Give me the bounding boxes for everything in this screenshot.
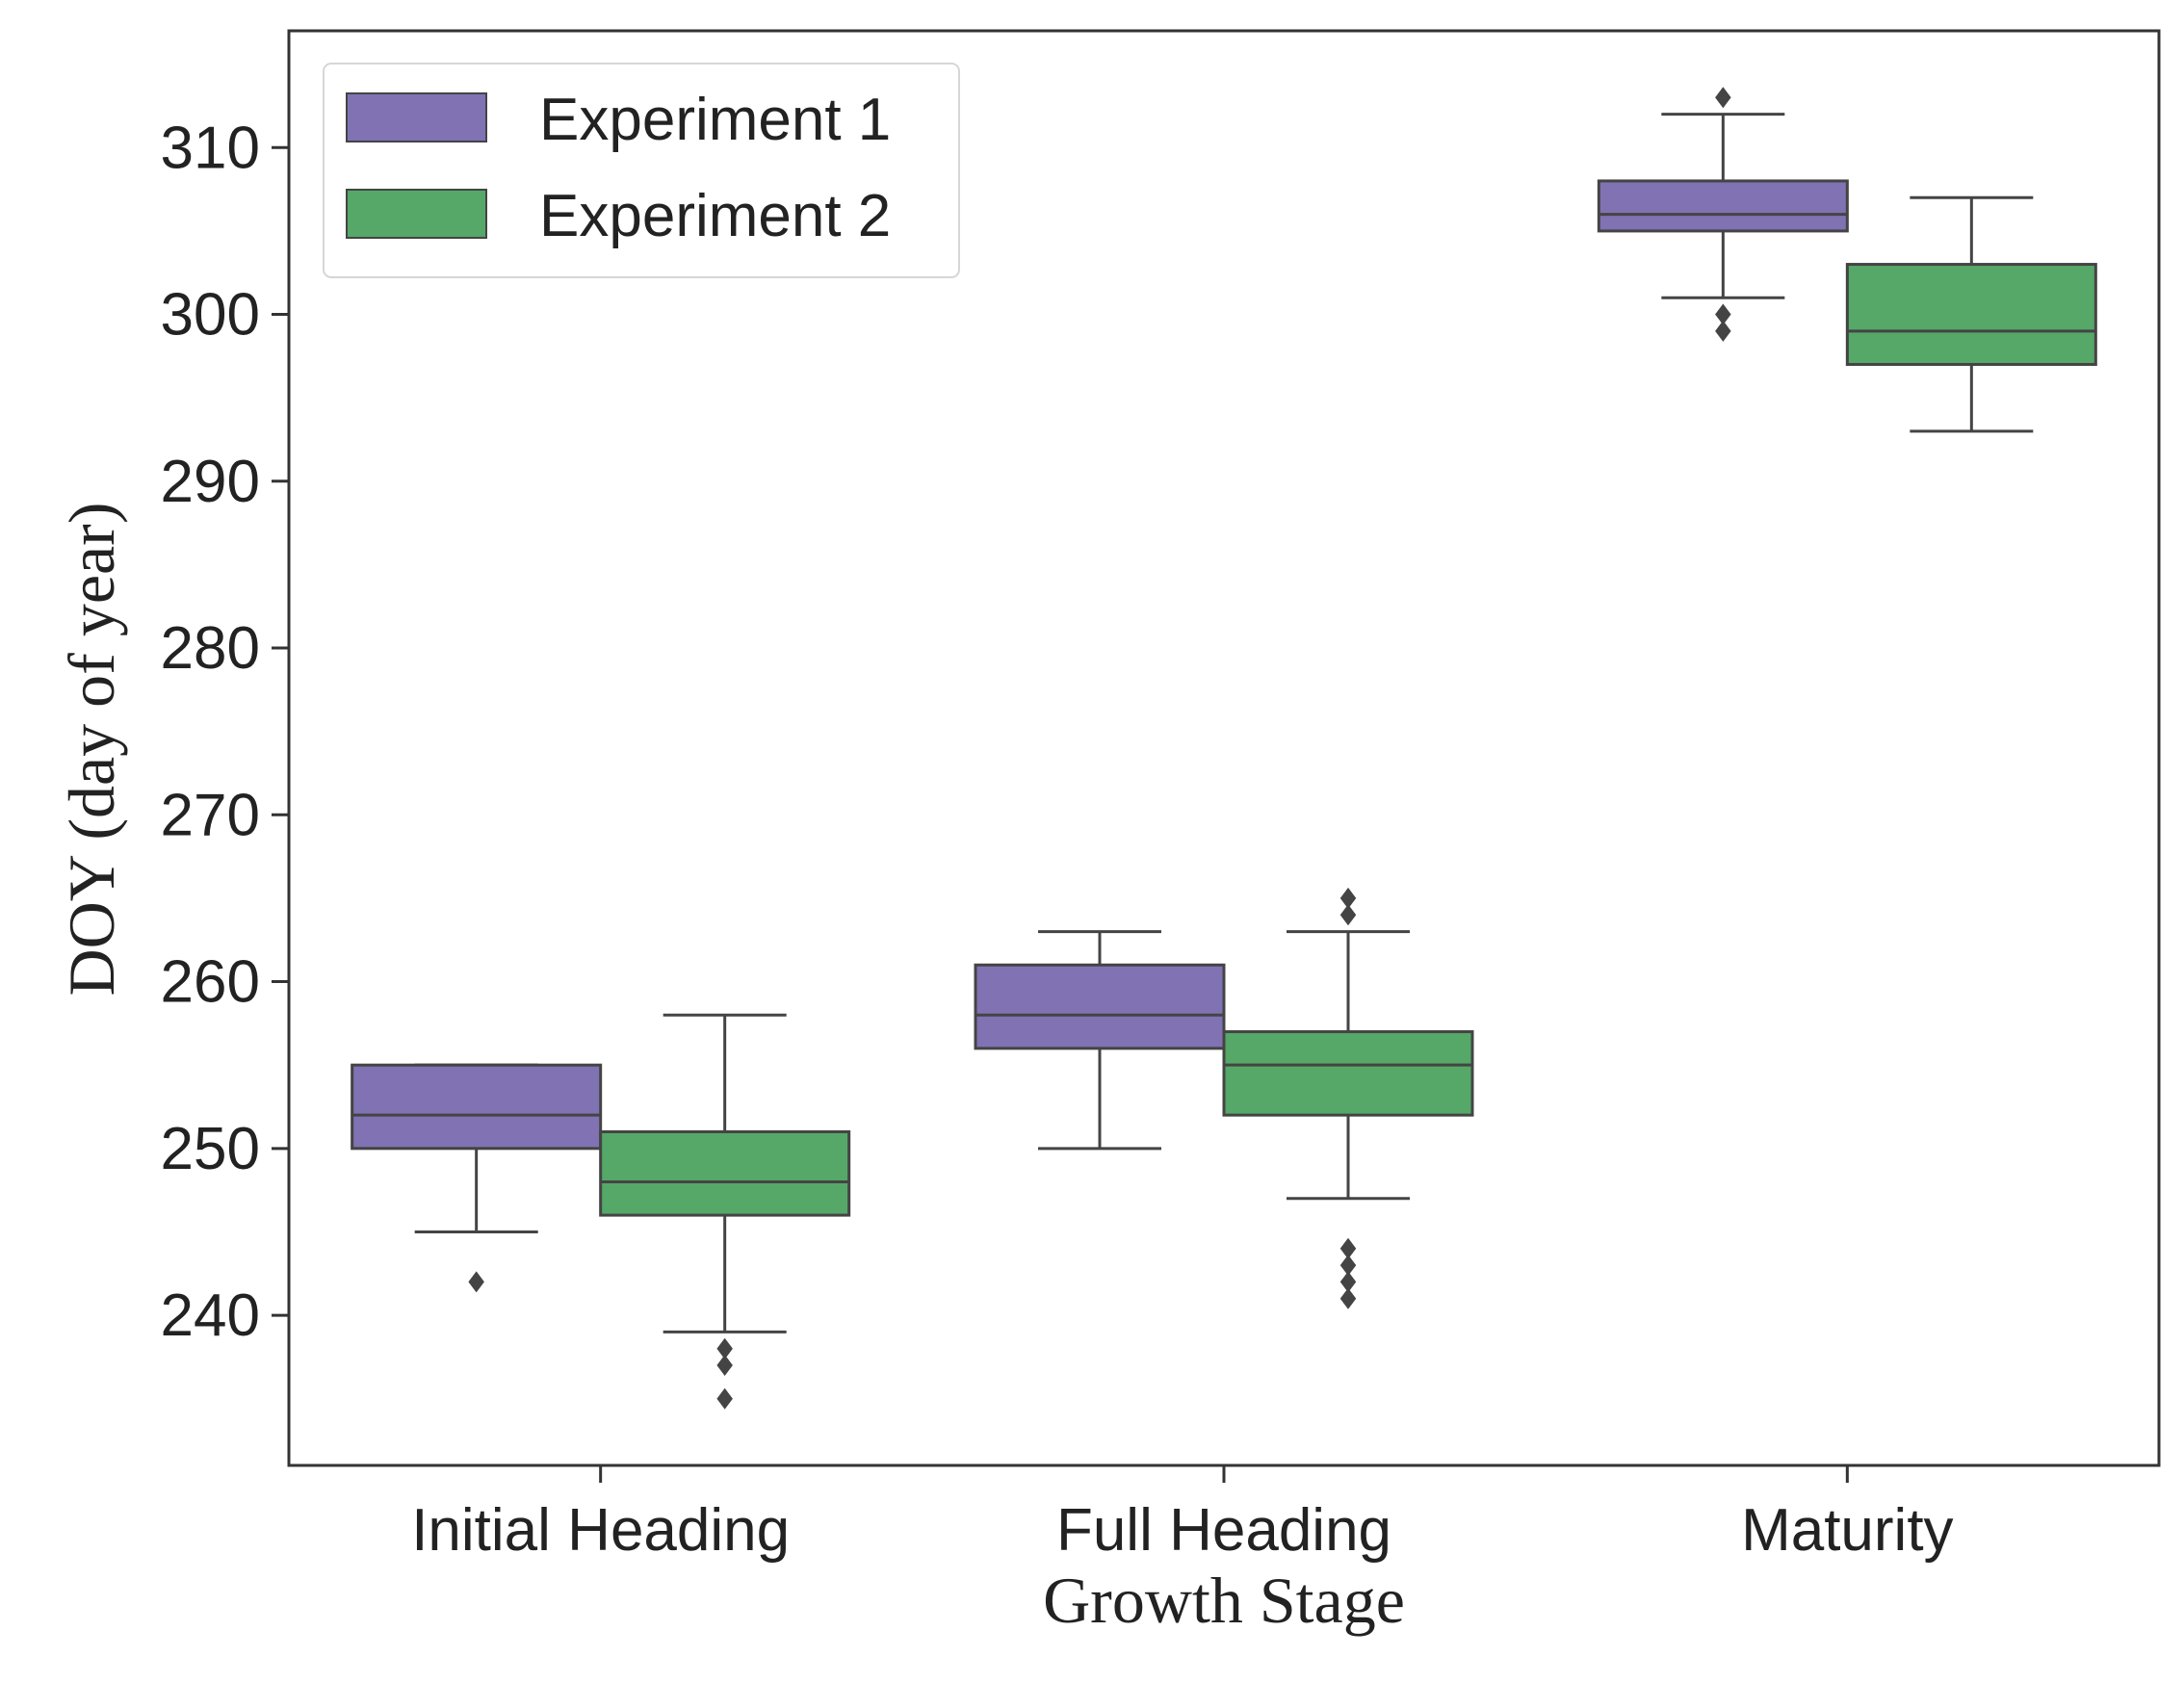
box-iqr [1845, 263, 2097, 367]
outlier-point [1339, 1271, 1357, 1293]
x-axis: Initial Heading Full Heading Maturity [411, 1465, 1954, 1564]
outlier-point [1715, 320, 1731, 342]
x-tick-label: Full Heading [1056, 1497, 1391, 1564]
legend-swatch-experiment-2 [346, 189, 487, 239]
y-tick-label: 300 [161, 282, 260, 349]
outlier-point [1339, 904, 1357, 926]
box-iqr [351, 1063, 603, 1151]
y-axis: 240 250 260 270 280 290 300 310 [161, 115, 289, 1349]
box-experiment-1 [974, 930, 1226, 1151]
y-tick-label: 280 [161, 615, 260, 682]
box-iqr [599, 1129, 851, 1217]
legend-label-experiment-1: Experiment 1 [539, 87, 891, 153]
outlier-point [716, 1355, 733, 1377]
y-tick-label: 270 [161, 782, 260, 848]
box-experiment-1 [1597, 87, 1849, 342]
y-axis-title: DOY (day of year) [55, 503, 128, 997]
legend: Experiment 1 Experiment 2 [323, 63, 960, 278]
box-series [351, 87, 2097, 1410]
box-experiment-2 [1845, 195, 2097, 433]
x-axis-title: Growth Stage [1043, 1564, 1405, 1637]
box-iqr [974, 963, 1226, 1050]
x-tick-label: Initial Heading [411, 1497, 790, 1564]
box-iqr [1222, 1030, 1474, 1117]
box-experiment-1 [351, 1063, 603, 1293]
box-experiment-2 [599, 1013, 851, 1410]
outlier-point [1339, 1287, 1357, 1309]
y-tick-label: 250 [161, 1116, 260, 1182]
y-tick-label: 240 [161, 1282, 260, 1349]
x-tick-label: Maturity [1741, 1497, 1953, 1564]
outlier-point [1715, 87, 1731, 109]
box-experiment-2 [1222, 887, 1474, 1309]
y-tick-label: 290 [161, 449, 260, 515]
outlier-point [1339, 1255, 1357, 1277]
outlier-point [1715, 303, 1731, 325]
box-iqr [1597, 179, 1849, 233]
outlier-point [468, 1271, 484, 1293]
legend-swatch-experiment-1 [346, 92, 487, 142]
y-tick-label: 260 [161, 949, 260, 1016]
outlier-point [716, 1387, 733, 1410]
outlier-point [1339, 887, 1357, 909]
outlier-point [1339, 1237, 1357, 1259]
y-tick-label: 310 [161, 115, 260, 181]
outlier-point [716, 1337, 733, 1359]
legend-label-experiment-2: Experiment 2 [539, 183, 891, 249]
